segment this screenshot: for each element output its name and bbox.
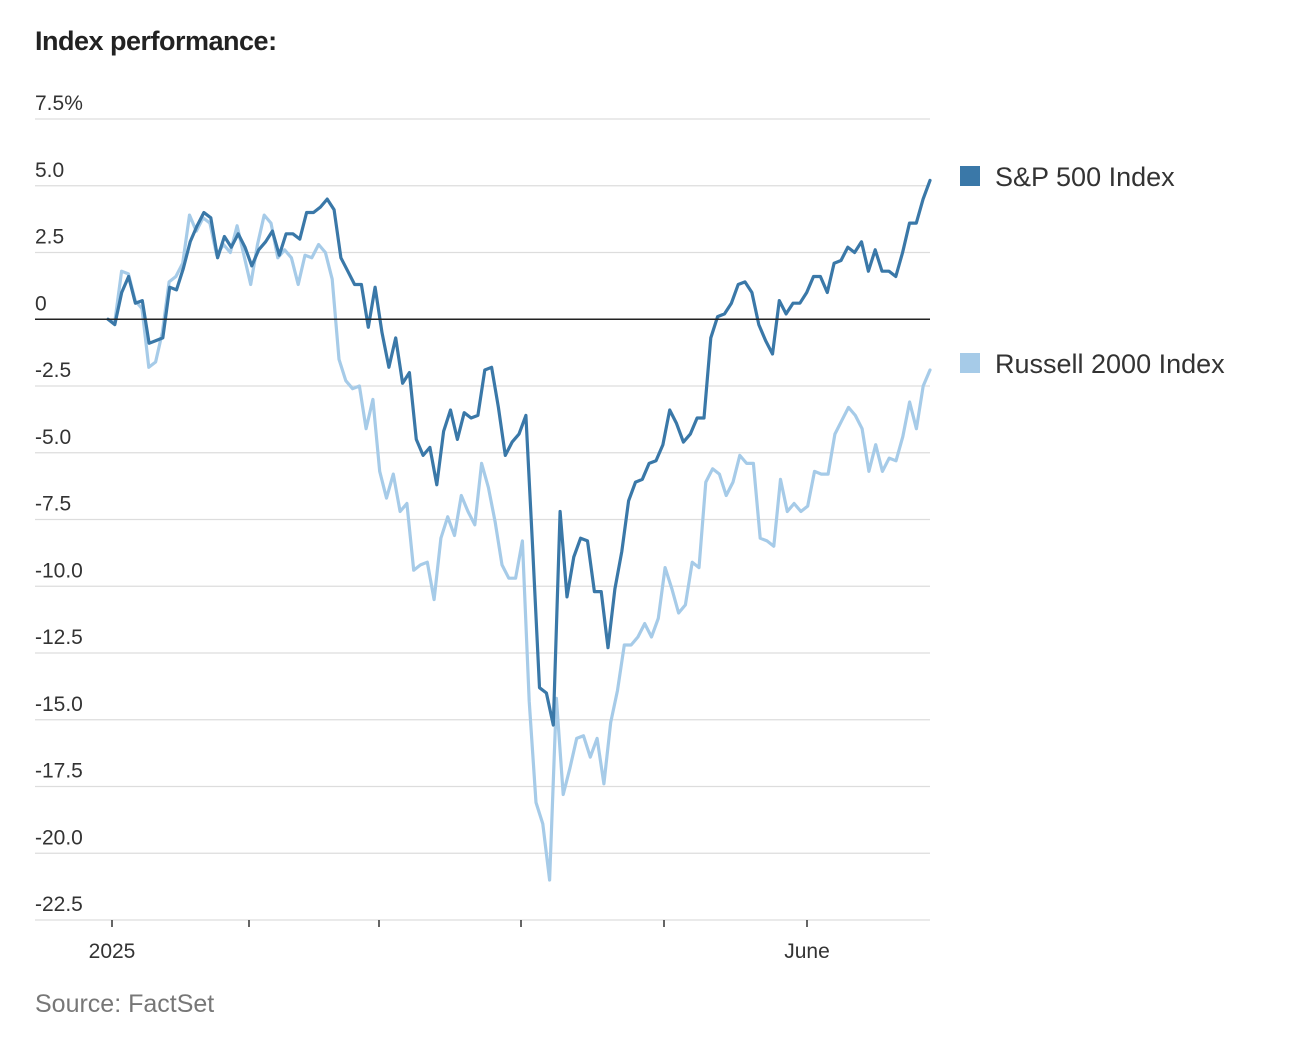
y-tick-label: -7.5	[35, 493, 71, 516]
y-tick-label: 7.5%	[35, 92, 83, 115]
legend-swatch	[960, 166, 980, 186]
source-note: Source: FactSet	[35, 990, 215, 1018]
legend: S&P 500 Index Russell 2000 Index	[960, 162, 1225, 379]
x-tick-label: 2025	[89, 940, 136, 963]
gridlines	[35, 118, 930, 854]
y-tick-label: 5.0	[35, 159, 64, 182]
x-tick-label: June	[784, 940, 830, 963]
x-axis: 2025 June	[35, 919, 930, 963]
y-tick-label: -15.0	[35, 693, 83, 716]
y-tick-label: 2.5	[35, 226, 64, 249]
y-tick-label: -20.0	[35, 826, 83, 849]
russell2000-line	[106, 213, 932, 882]
y-tick-label: -5.0	[35, 426, 71, 449]
y-tick-label: 0	[35, 292, 47, 315]
y-tick-label: -10.0	[35, 559, 83, 582]
y-tick-label: -17.5	[35, 760, 83, 783]
y-tick-label: -12.5	[35, 626, 83, 649]
legend-swatch	[960, 353, 980, 373]
series-lines	[35, 178, 932, 882]
legend-label: Russell 2000 Index	[995, 349, 1225, 379]
y-axis-tick-labels: 7.5% 5.0 2.5 0 -2.5 -5.0 -7.5 -10.0 -12.5 -15.0 -1…	[35, 92, 83, 916]
y-tick-label: -22.5	[35, 893, 83, 916]
sp500-line	[106, 178, 932, 727]
legend-label: S&P 500 Index	[995, 162, 1175, 192]
y-tick-label: -2.5	[35, 359, 71, 382]
chart-title: Index performance:	[35, 26, 277, 56]
